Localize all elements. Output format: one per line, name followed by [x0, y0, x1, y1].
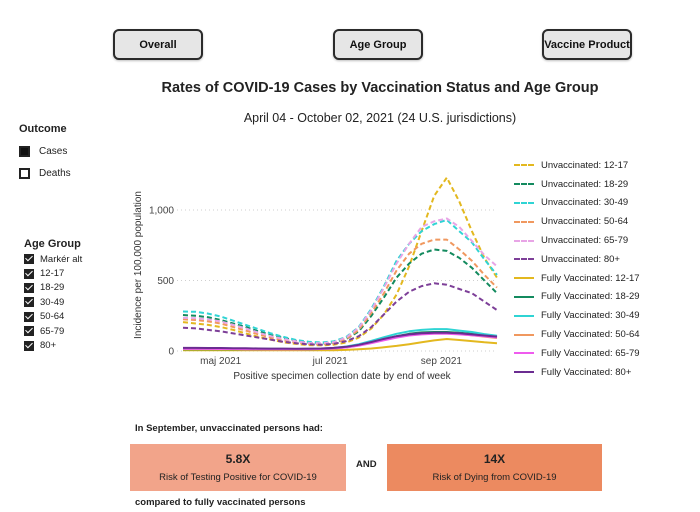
age-filter-label: 12-17 [40, 268, 65, 280]
legend-label: Fully Vaccinated: 50-64 [541, 329, 640, 341]
legend-line-swatch [514, 371, 534, 374]
legend-item[interactable]: Fully Vaccinated: 50-64 [514, 325, 640, 344]
age-filter-label: 30-49 [40, 296, 65, 308]
legend-item[interactable]: Fully Vaccinated: 30-49 [514, 306, 640, 325]
legend-label: Unvaccinated: 65-79 [541, 235, 629, 247]
stat-value: 14X [483, 452, 506, 466]
legend-label: Unvaccinated: 18-29 [541, 178, 629, 190]
outcome-option-label: Cases [39, 146, 68, 157]
x-tick-label: jul 2021 [312, 356, 348, 367]
x-tick-label: maj 2021 [200, 356, 242, 367]
empty-checkbox-icon [19, 168, 30, 179]
legend-item[interactable]: Fully Vaccinated: 65-79 [514, 344, 640, 363]
legend-line-swatch [514, 333, 534, 336]
age-filter-label: 80+ [40, 340, 57, 352]
legend-line-swatch [514, 220, 534, 223]
checkbox-checked-icon [24, 326, 34, 337]
legend-label: Fully Vaccinated: 30-49 [541, 310, 640, 322]
legend-label: Fully Vaccinated: 18-29 [541, 291, 640, 303]
age-group-filter-list: Markér alt 12-17 18-29 30-49 50-64 65-79… [24, 252, 82, 353]
age-filter-12-17[interactable]: 12-17 [24, 266, 82, 280]
chart-title: Rates of COVID-19 Cases by Vaccination S… [161, 80, 599, 96]
legend-item[interactable]: Fully Vaccinated: 12-17 [514, 269, 640, 288]
series-line-unvaccinated-12-17 [182, 176, 498, 347]
series-line-unvaccinated-30-49 [182, 218, 498, 344]
legend-item[interactable]: Unvaccinated: 30-49 [514, 194, 640, 213]
legend-label: Unvaccinated: 50-64 [541, 216, 629, 228]
legend-line-swatch [514, 164, 534, 167]
y-axis-label: Incidence per 100,000 population [133, 191, 144, 339]
y-tick-label: 0 [168, 347, 174, 358]
legend-item[interactable]: Unvaccinated: 12-17 [514, 156, 640, 175]
legend-line-swatch [514, 258, 534, 261]
legend-item[interactable]: Unvaccinated: 50-64 [514, 212, 640, 231]
legend-line-swatch [514, 239, 534, 242]
overall-button[interactable]: Overall [113, 29, 203, 60]
filled-checkbox-icon [19, 146, 30, 157]
legend-label: Fully Vaccinated: 12-17 [541, 272, 640, 284]
stat-card-death-risk: 14X Risk of Dying from COVID-19 [387, 444, 602, 491]
stat-value: 5.8X [225, 452, 251, 466]
stat-card-positive-risk: 5.8X Risk of Testing Positive for COVID-… [130, 444, 346, 491]
stat-label: Risk of Dying from COVID-19 [432, 472, 557, 483]
y-tick-label: 1,000 [149, 206, 174, 217]
series-line-unvaccinated-50-64 [182, 238, 498, 346]
checkbox-checked-icon [24, 254, 34, 265]
legend-label: Unvaccinated: 12-17 [541, 159, 629, 171]
age-filter-65-79[interactable]: 65-79 [24, 324, 82, 338]
age-filter-label: 50-64 [40, 311, 65, 323]
stat-label: Risk of Testing Positive for COVID-19 [159, 472, 317, 483]
x-tick-label: sep 2021 [421, 356, 463, 367]
legend-label: Fully Vaccinated: 65-79 [541, 347, 640, 359]
checkbox-checked-icon [24, 268, 34, 279]
age-group-button[interactable]: Age Group [333, 29, 423, 60]
legend-line-swatch [514, 352, 534, 355]
series-line-unvaccinated-80 [182, 282, 498, 346]
legend-label: Fully Vaccinated: 80+ [541, 366, 632, 378]
and-separator: AND [356, 459, 377, 470]
age-filter-label: 18-29 [40, 282, 65, 294]
legend-line-swatch [514, 183, 534, 186]
series-line-unvaccinated-65-79 [182, 217, 498, 345]
legend-label: Unvaccinated: 80+ [541, 253, 620, 265]
legend-item[interactable]: Unvaccinated: 80+ [514, 250, 640, 269]
legend-line-swatch [514, 201, 534, 204]
checkbox-checked-icon [24, 311, 34, 322]
x-axis-label: Positive specimen collection date by end… [233, 371, 451, 382]
chart-subtitle: April 04 - October 02, 2021 (24 U.S. jur… [243, 111, 517, 125]
vaccine-product-button[interactable]: Vaccine Product [542, 29, 632, 60]
outcome-filter-title: Outcome [19, 123, 67, 135]
legend-item[interactable]: Unvaccinated: 18-29 [514, 175, 640, 194]
series-line-fully-vaccinated-80 [183, 331, 498, 350]
age-filter-label: Markér alt [40, 253, 83, 265]
checkbox-checked-icon [24, 282, 34, 293]
checkbox-checked-icon [24, 340, 34, 351]
summary-compared: compared to fully vaccinated persons [135, 497, 306, 508]
legend-item[interactable]: Fully Vaccinated: 80+ [514, 363, 640, 382]
age-filter-select-all[interactable]: Markér alt [24, 252, 82, 266]
legend-line-swatch [514, 295, 534, 298]
outcome-option-label: Deaths [39, 168, 71, 179]
age-filter-18-29[interactable]: 18-29 [24, 281, 82, 295]
outcome-option-deaths[interactable]: Deaths [19, 168, 71, 179]
legend-line-swatch [514, 277, 534, 280]
age-filter-80-plus[interactable]: 80+ [24, 338, 82, 352]
chart-legend: Unvaccinated: 12-17 Unvaccinated: 18-29 Un… [514, 156, 640, 382]
age-filter-30-49[interactable]: 30-49 [24, 295, 82, 309]
age-group-filter-title: Age Group [24, 238, 81, 250]
legend-item[interactable]: Unvaccinated: 65-79 [514, 231, 640, 250]
summary-intro: In September, unvaccinated persons had: [135, 423, 323, 434]
age-filter-50-64[interactable]: 50-64 [24, 310, 82, 324]
legend-item[interactable]: Fully Vaccinated: 18-29 [514, 288, 640, 307]
legend-label: Unvaccinated: 30-49 [541, 197, 629, 209]
outcome-option-cases[interactable]: Cases [19, 146, 67, 157]
age-filter-label: 65-79 [40, 325, 65, 337]
checkbox-checked-icon [24, 297, 34, 308]
legend-line-swatch [514, 314, 534, 317]
y-tick-label: 500 [157, 276, 174, 287]
